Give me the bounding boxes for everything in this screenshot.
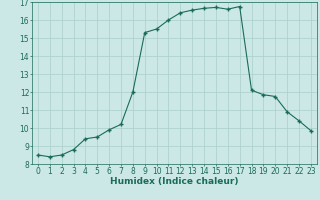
X-axis label: Humidex (Indice chaleur): Humidex (Indice chaleur) xyxy=(110,177,239,186)
